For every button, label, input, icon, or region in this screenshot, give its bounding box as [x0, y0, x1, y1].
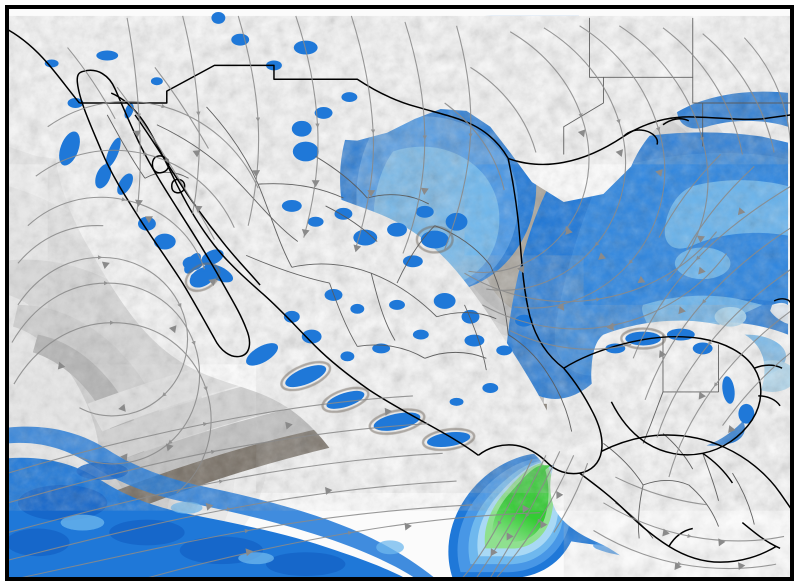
wind-streamlines	[8, 15, 791, 578]
streamline-arrowheads	[57, 129, 746, 571]
inner-axes-border	[8, 8, 791, 578]
map-plot-area[interactable]: Wind speed with streamlines m/s Tehuante…	[8, 8, 791, 578]
state-borders	[106, 17, 791, 539]
map-plot-frame: Wind speed with streamlines m/s Tehuante…	[5, 5, 794, 581]
wind-speed-map[interactable]	[8, 8, 791, 578]
land-blue-patches	[44, 11, 755, 447]
terrain-wind-texture	[8, 15, 791, 578]
